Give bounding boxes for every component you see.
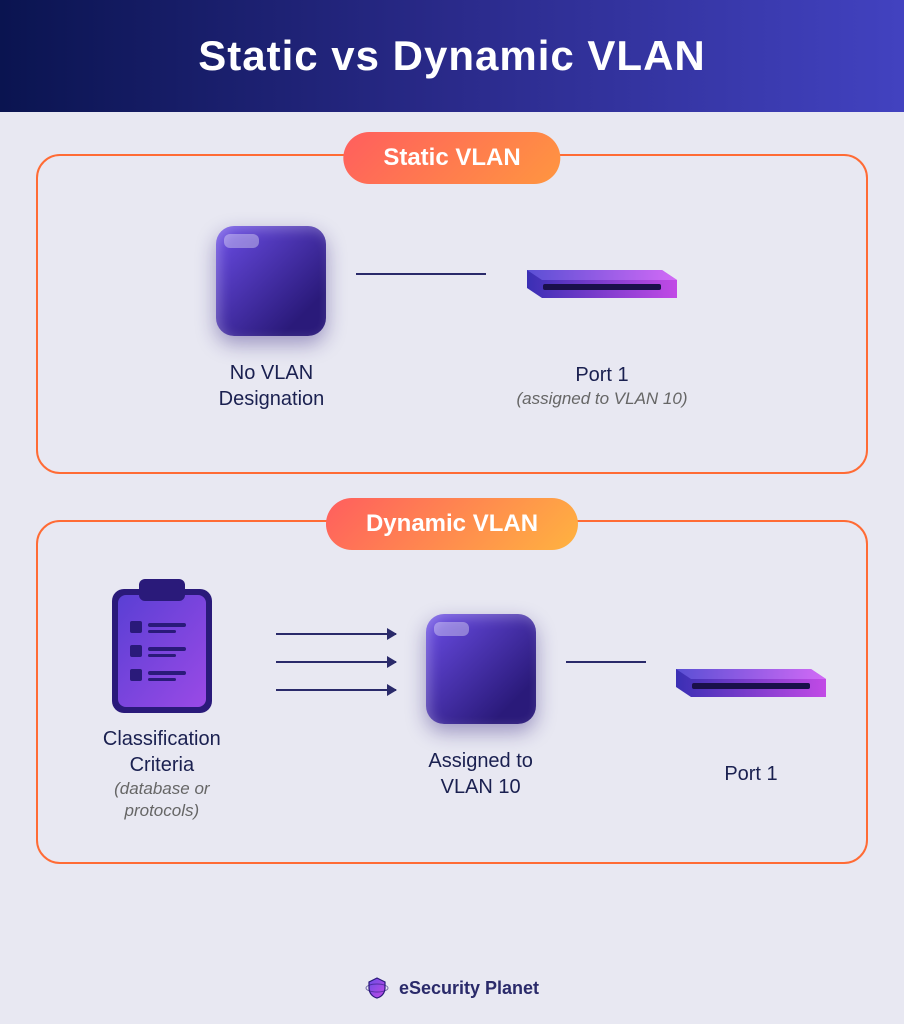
static-left-label: No VLANDesignation [219,360,325,412]
footer: eSecurity Planet [0,952,904,1024]
static-right-label: Port 1 [575,362,628,388]
dynamic-body: Classification Criteria (database or pro… [78,582,826,822]
static-vlan-panel: Static VLAN No VLANDesignation [36,154,868,474]
dynamic-left-node: Classification Criteria (database or pro… [78,582,246,822]
arrow-icon [276,633,396,635]
cube-icon [426,604,536,734]
clipboard-icon [104,582,219,712]
dynamic-badge: Dynamic VLAN [326,498,578,550]
connector-line [566,661,646,663]
dynamic-middle-node: Assigned toVLAN 10 [426,604,536,800]
page-title: Static vs Dynamic VLAN [0,0,904,112]
cube-icon [216,216,326,346]
dynamic-left-sublabel: (database or protocols) [78,778,246,822]
connector-line [356,273,486,275]
footer-text: eSecurity Planet [399,978,539,999]
static-right-sublabel: (assigned to VLAN 10) [516,388,687,410]
dynamic-left-label: Classification Criteria [78,726,246,778]
content-area: Static VLAN No VLANDesignation [0,112,904,952]
static-badge: Static VLAN [343,132,560,184]
static-right-node: Port 1 (assigned to VLAN 10) [516,218,687,410]
dynamic-right-label: Port 1 [724,761,777,787]
static-left-node: No VLANDesignation [216,216,326,412]
shield-icon [365,976,389,1000]
port-icon [676,617,826,747]
static-body: No VLANDesignation [78,216,826,412]
port-icon [527,218,677,348]
dynamic-middle-label: Assigned toVLAN 10 [428,748,533,800]
dynamic-right-node: Port 1 [676,617,826,787]
arrow-icon [276,661,396,663]
dynamic-vlan-panel: Dynamic VLAN [36,520,868,864]
arrows-connector [276,633,396,691]
arrow-icon [276,689,396,691]
